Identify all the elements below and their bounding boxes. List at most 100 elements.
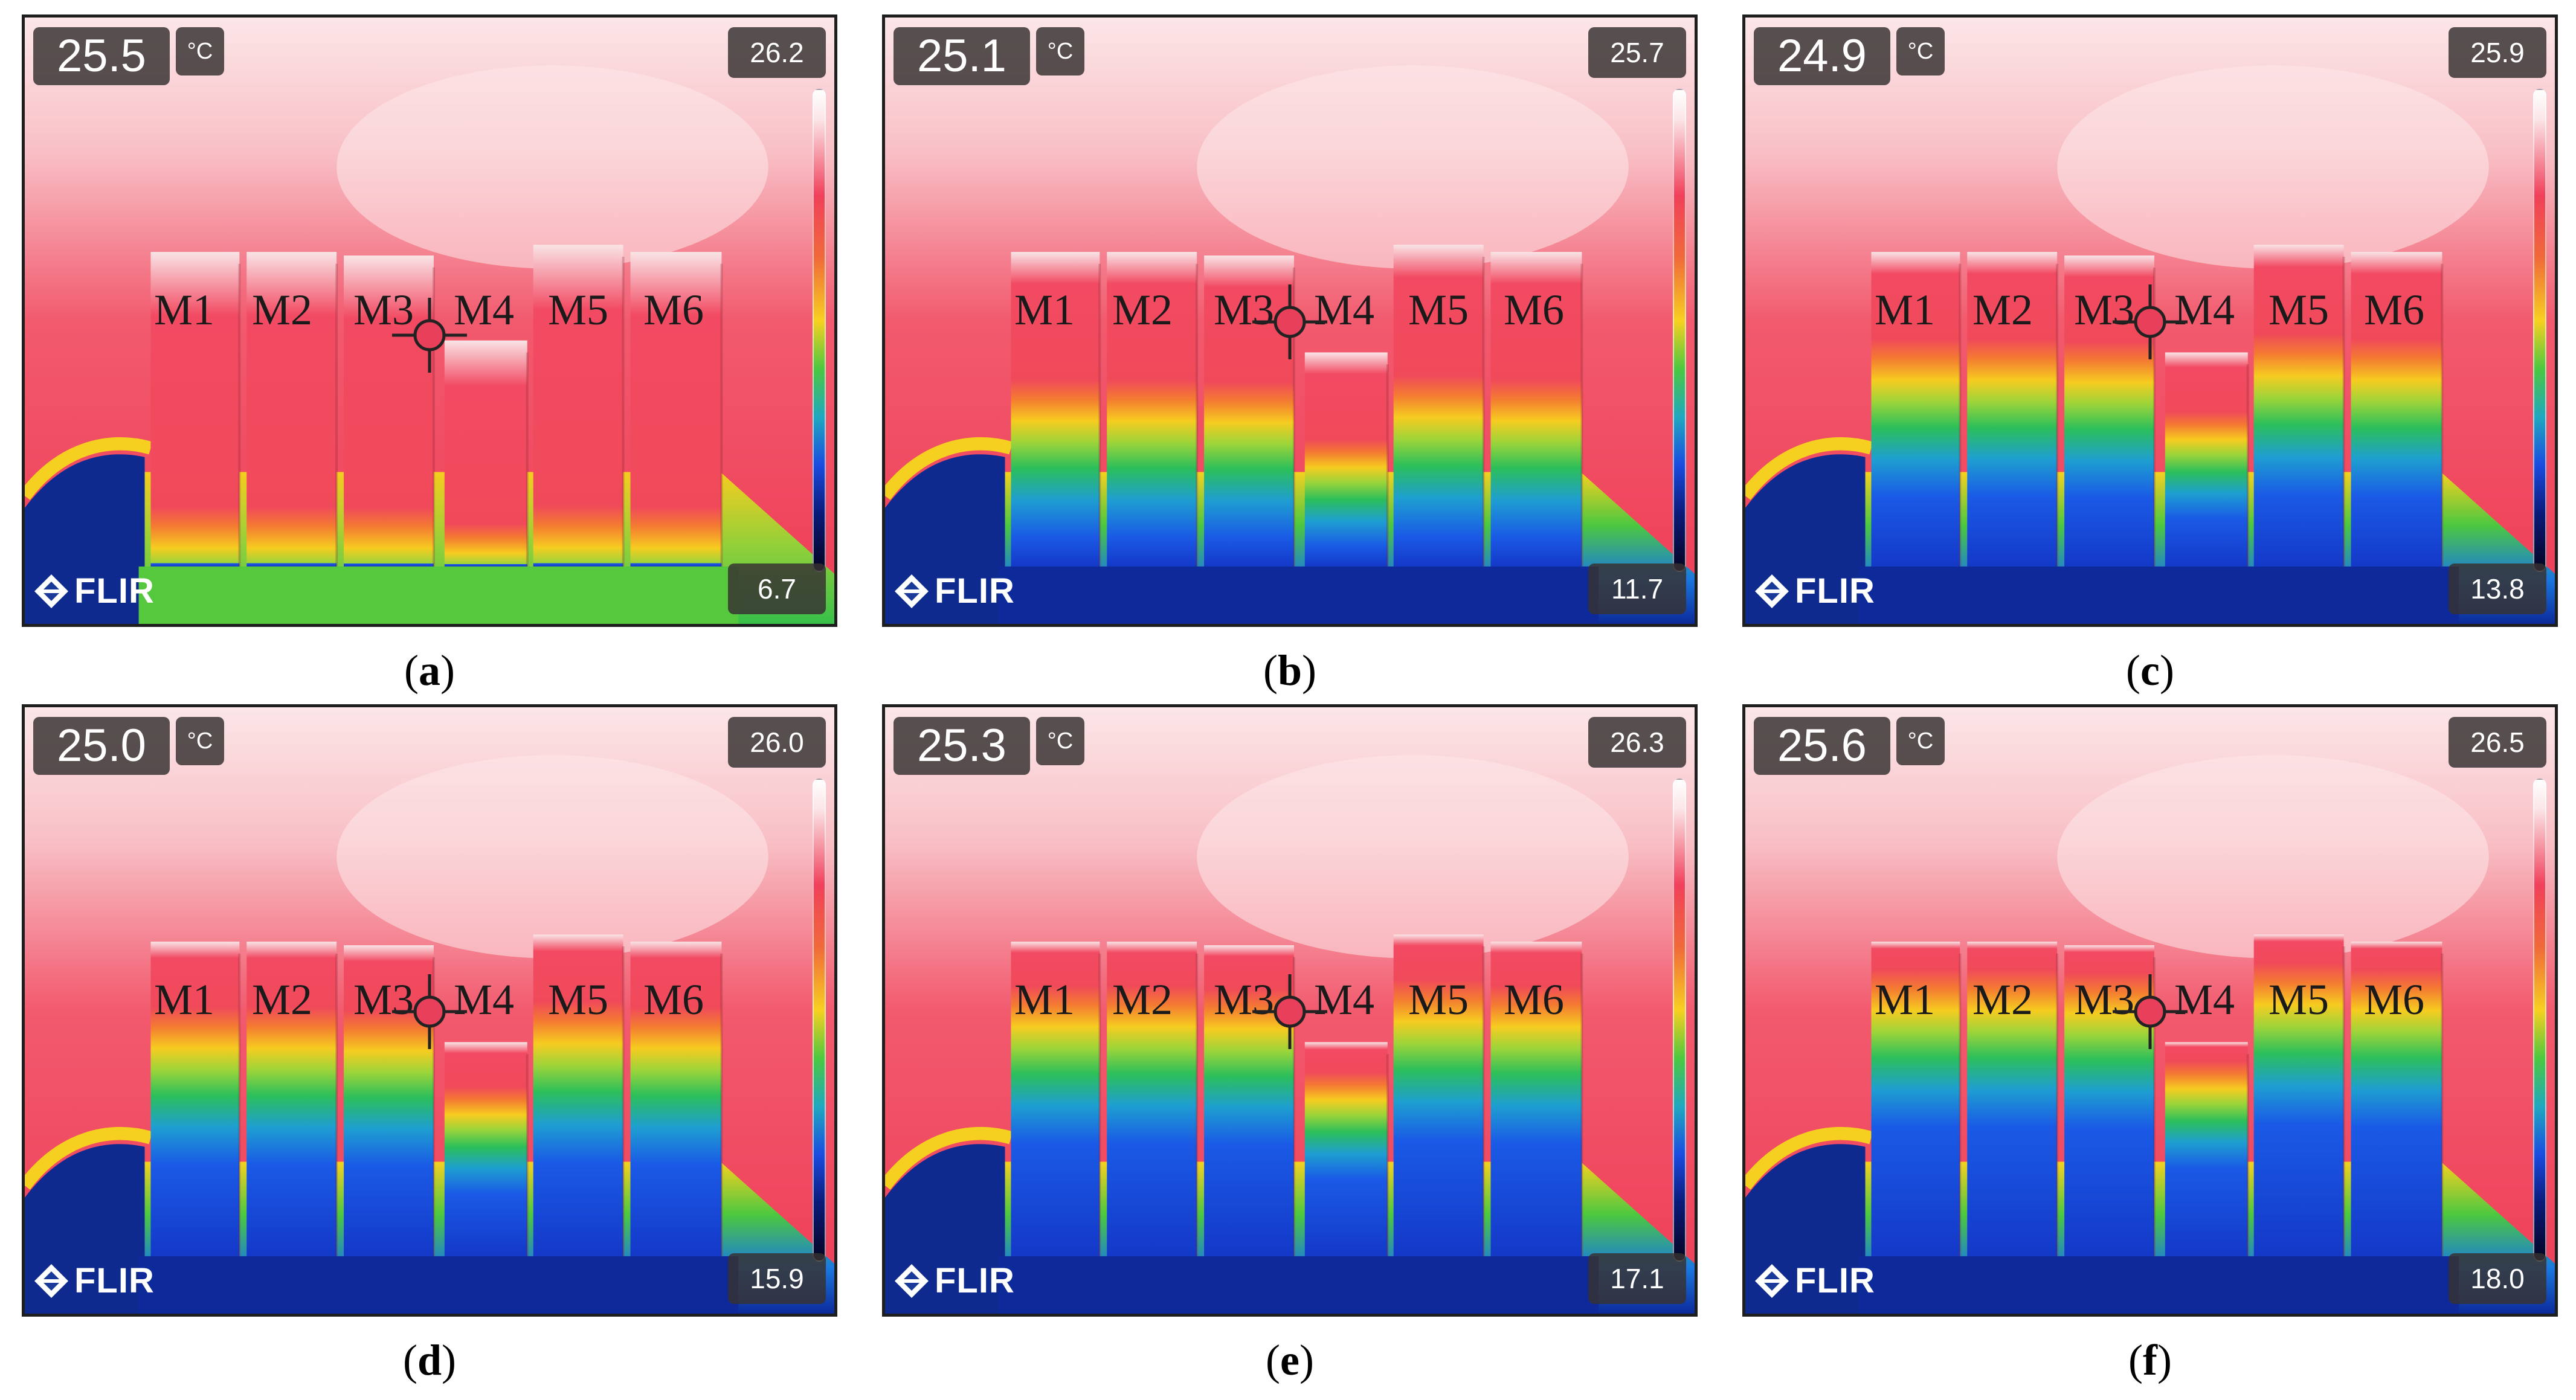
module-base bbox=[138, 566, 739, 624]
thermal-image-frame: 25.5 °C 26.2 6.7 FLIR M1 M2 M3 M4 M5 M6 bbox=[22, 14, 837, 627]
flir-logo-icon bbox=[34, 574, 68, 608]
module-label-m3: M3 bbox=[353, 975, 414, 1024]
panel-caption-letter: c bbox=[2140, 646, 2160, 695]
panel-caption-letter: f bbox=[2143, 1336, 2157, 1384]
module-bar-m6 bbox=[630, 942, 722, 1256]
module-label-m1: M1 bbox=[1875, 286, 1936, 334]
module-label-m2: M2 bbox=[1112, 286, 1173, 334]
module-label-m2: M2 bbox=[1972, 286, 2033, 334]
thermal-panel-c: 24.9 °C 25.9 13.8 FLIR M1 M2 M3 M4 M5 M6 bbox=[1742, 14, 2558, 627]
module-bar-m5 bbox=[533, 934, 623, 1256]
module-bar-m4 bbox=[2165, 352, 2248, 567]
module-bar-m5 bbox=[1393, 934, 1484, 1256]
flir-logo-icon bbox=[1755, 574, 1789, 608]
module-label-m3: M3 bbox=[2074, 286, 2135, 334]
module-base bbox=[1859, 566, 2459, 624]
module-bar-m1 bbox=[150, 252, 240, 567]
flir-logo-icon bbox=[895, 574, 929, 608]
module-label-m5: M5 bbox=[1408, 975, 1469, 1024]
module-bar-m3 bbox=[1204, 255, 1294, 567]
temperature-unit: °C bbox=[1896, 27, 1945, 75]
module-label-m5: M5 bbox=[1408, 286, 1469, 334]
color-scale-bar bbox=[813, 89, 826, 572]
temperature-unit: °C bbox=[176, 27, 224, 75]
warm-haze bbox=[336, 755, 768, 958]
module-label-m3: M3 bbox=[2074, 975, 2135, 1024]
panel-caption-letter: a bbox=[419, 646, 440, 695]
module-label-m6: M6 bbox=[1504, 286, 1565, 334]
module-bar-m1 bbox=[1011, 942, 1100, 1256]
color-scale-bar bbox=[1673, 89, 1686, 572]
module-bar-m4 bbox=[444, 1042, 527, 1256]
module-label-m5: M5 bbox=[2268, 286, 2330, 334]
panel-caption: (f) bbox=[2128, 1336, 2172, 1384]
scale-min-value: 13.8 bbox=[2449, 564, 2546, 614]
thermal-panel-e: 25.3 °C 26.3 17.1 FLIR M1 M2 M3 M4 M5 M6 bbox=[882, 704, 1698, 1317]
spot-temperature: 25.0 bbox=[33, 717, 170, 775]
thermal-panel-b: 25.1 °C 25.7 11.7 FLIR M1 M2 M3 M4 M5 M6 bbox=[882, 14, 1698, 627]
module-label-m2: M2 bbox=[252, 286, 313, 334]
panel-caption: (a) bbox=[404, 646, 455, 695]
warm-haze bbox=[1197, 755, 1629, 958]
flir-logo: FLIR bbox=[894, 1257, 1015, 1305]
module-bar-m6 bbox=[1490, 252, 1582, 567]
spot-temperature: 25.5 bbox=[33, 27, 170, 85]
thermal-panel-d: 25.0 °C 26.0 15.9 FLIR M1 M2 M3 M4 M5 M6 bbox=[22, 704, 837, 1317]
color-scale-bar bbox=[2533, 89, 2546, 572]
module-bar-m3 bbox=[1204, 945, 1294, 1256]
module-label-m4: M4 bbox=[1314, 286, 1375, 334]
flir-logo-text: FLIR bbox=[74, 1261, 155, 1300]
module-label-m6: M6 bbox=[643, 286, 704, 334]
color-scale-bar bbox=[1673, 779, 1686, 1262]
module-label-m1: M1 bbox=[154, 286, 215, 334]
temperature-unit: °C bbox=[1896, 717, 1945, 765]
panel-caption: (d) bbox=[402, 1336, 456, 1384]
color-scale-bar bbox=[2533, 779, 2546, 1262]
pipe-edge bbox=[885, 1126, 1013, 1190]
scale-max-value: 26.5 bbox=[2449, 717, 2546, 768]
panel-caption: (c) bbox=[2126, 646, 2174, 695]
spot-temperature: 24.9 bbox=[1754, 27, 1890, 85]
scale-min-value: 11.7 bbox=[1588, 564, 1686, 614]
thermal-panel-a: 25.5 °C 26.2 6.7 FLIR M1 M2 M3 M4 M5 M6 bbox=[22, 14, 837, 627]
thermal-image-frame: 25.1 °C 25.7 11.7 FLIR M1 M2 M3 M4 M5 M6 bbox=[882, 14, 1698, 627]
flir-logo-text: FLIR bbox=[1795, 571, 1875, 611]
module-label-m1: M1 bbox=[1014, 286, 1075, 334]
scale-max-value: 25.9 bbox=[2449, 27, 2546, 78]
module-bar-m2 bbox=[1967, 942, 2058, 1256]
module-bar-m4 bbox=[444, 340, 527, 567]
scale-max-value: 25.7 bbox=[1588, 27, 1686, 78]
thermal-image-frame: 25.6 °C 26.5 18.0 FLIR M1 M2 M3 M4 M5 M6 bbox=[1742, 704, 2558, 1317]
flir-logo-text: FLIR bbox=[1795, 1261, 1875, 1300]
panel-caption-letter: e bbox=[1280, 1336, 1299, 1384]
pipe-edge bbox=[25, 1126, 153, 1190]
module-label-m1: M1 bbox=[1014, 975, 1075, 1024]
module-label-m3: M3 bbox=[1214, 975, 1275, 1024]
flir-logo: FLIR bbox=[33, 1257, 155, 1305]
temperature-unit: °C bbox=[176, 717, 224, 765]
module-bar-m3 bbox=[344, 255, 434, 567]
module-bar-m5 bbox=[533, 245, 623, 567]
spot-crosshair-icon bbox=[392, 298, 467, 373]
pipe-edge bbox=[885, 437, 1013, 500]
warm-haze bbox=[336, 65, 768, 269]
module-label-m5: M5 bbox=[548, 286, 609, 334]
warm-haze bbox=[2057, 65, 2489, 269]
scale-max-value: 26.2 bbox=[728, 27, 826, 78]
module-label-m5: M5 bbox=[2268, 975, 2330, 1024]
flir-logo: FLIR bbox=[1754, 1257, 1875, 1305]
pipe-edge bbox=[25, 437, 153, 500]
module-label-m6: M6 bbox=[2364, 975, 2425, 1024]
thermal-image-frame: 24.9 °C 25.9 13.8 FLIR M1 M2 M3 M4 M5 M6 bbox=[1742, 14, 2558, 627]
module-bar-m2 bbox=[246, 942, 337, 1256]
module-bar-m3 bbox=[2064, 945, 2154, 1256]
module-base bbox=[1859, 1256, 2459, 1314]
module-label-m6: M6 bbox=[643, 975, 704, 1024]
module-label-m4: M4 bbox=[2174, 975, 2235, 1024]
panel-caption-letter: b bbox=[1277, 646, 1302, 695]
module-label-m6: M6 bbox=[2364, 286, 2425, 334]
scale-min-value: 17.1 bbox=[1588, 1253, 1686, 1304]
color-scale-bar bbox=[813, 779, 826, 1262]
spot-crosshair-icon bbox=[1252, 974, 1327, 1049]
